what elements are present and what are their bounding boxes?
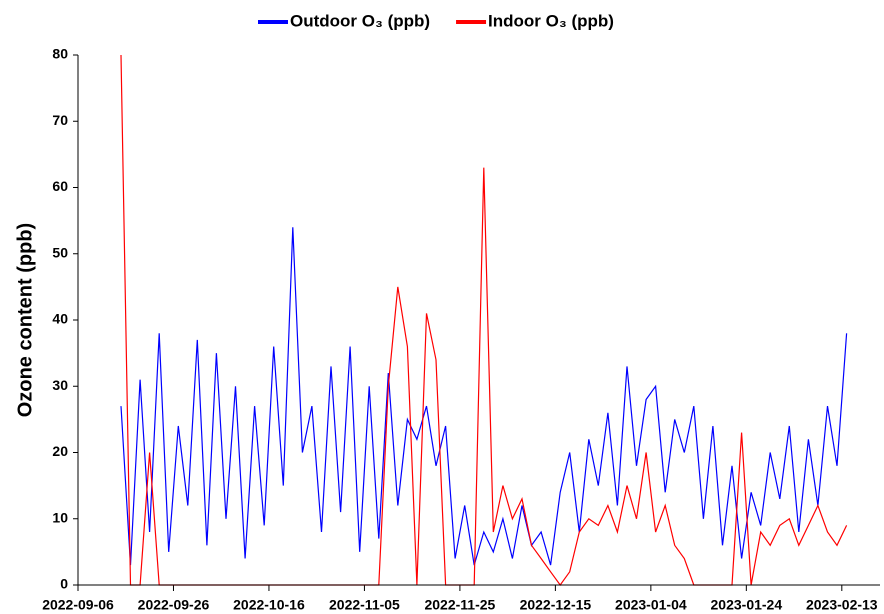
y-tick-label: 80	[52, 46, 68, 62]
legend-label: Indoor O₃ (ppb)	[488, 11, 614, 30]
y-tick-label: 60	[52, 178, 68, 194]
y-axis-label: Ozone content (ppb)	[14, 223, 36, 417]
y-tick-label: 30	[52, 377, 68, 393]
y-tick-label: 50	[52, 244, 68, 260]
series-line	[120, 54, 848, 587]
y-tick-label: 40	[52, 311, 68, 327]
x-tick-label: 2022-09-26	[138, 597, 210, 613]
y-tick-label: 10	[52, 509, 68, 525]
x-tick-label: 2022-10-16	[233, 597, 305, 613]
series-line	[120, 227, 848, 566]
x-tick-label: 2023-01-24	[711, 597, 783, 613]
x-tick-label: 2022-12-15	[520, 597, 592, 613]
x-tick-label: 2022-11-05	[329, 597, 400, 613]
y-tick-label: 70	[52, 112, 68, 128]
x-tick-label: 2023-02-13	[806, 597, 878, 613]
x-tick-label: 2022-11-25	[424, 597, 495, 613]
x-tick-label: 2022-09-06	[42, 597, 114, 613]
x-tick-label: 2023-01-04	[615, 597, 687, 613]
y-tick-label: 0	[60, 576, 68, 592]
legend-label: Outdoor O₃ (ppb)	[290, 11, 430, 30]
y-tick-label: 20	[52, 443, 68, 459]
